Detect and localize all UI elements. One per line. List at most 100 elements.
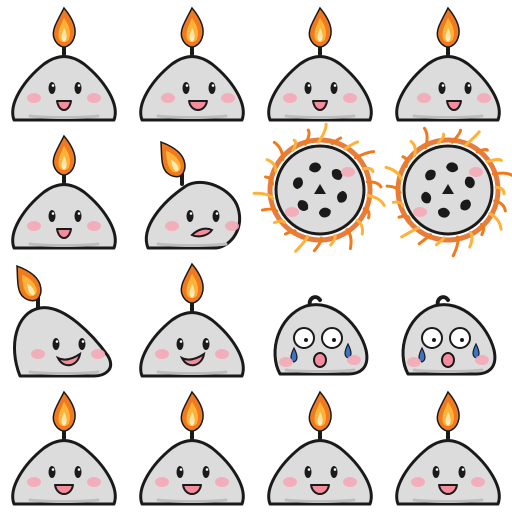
frame-r2c3 <box>252 122 386 253</box>
flame-icon <box>436 6 460 48</box>
center-mark <box>314 184 326 194</box>
eye-shine <box>81 340 85 343</box>
fire-streak <box>468 230 474 249</box>
blush <box>215 477 229 487</box>
fire-streak <box>284 229 297 236</box>
frame-r1c1 <box>11 6 117 122</box>
eye-shine <box>215 212 219 215</box>
fire-streak <box>493 199 507 213</box>
blush <box>279 357 293 367</box>
candle-body <box>139 55 245 122</box>
blush <box>27 93 41 103</box>
eye <box>74 82 82 94</box>
candle-body <box>139 311 245 378</box>
eye-shine <box>205 468 209 471</box>
mouth <box>313 352 327 368</box>
fire-streak <box>265 158 278 173</box>
mouth <box>438 484 458 495</box>
blush <box>469 167 483 177</box>
eye-shine <box>77 84 81 87</box>
blush <box>91 349 105 359</box>
fire-streak <box>397 214 411 220</box>
motion-eye <box>318 207 331 218</box>
flame-icon <box>16 264 42 302</box>
mouth <box>310 484 330 495</box>
fire-streak <box>491 171 512 177</box>
candle-body <box>11 183 117 250</box>
motion-eye <box>464 176 475 189</box>
fire-streak <box>303 128 311 146</box>
candle-body <box>401 303 497 376</box>
mouth <box>188 100 208 111</box>
fire-streak <box>435 236 446 247</box>
body-shading <box>412 498 484 503</box>
eye <box>421 327 443 349</box>
eye <box>438 82 446 94</box>
body-shading <box>284 368 356 373</box>
center-mark <box>442 184 454 194</box>
eye <box>52 338 60 350</box>
motion-eye <box>460 199 471 211</box>
eye <box>212 210 220 222</box>
fire-streak <box>422 126 429 150</box>
pupil <box>460 338 464 342</box>
fire-streak <box>400 226 421 239</box>
motion-eye <box>438 207 450 218</box>
fire-streak <box>401 155 409 168</box>
eye <box>202 338 210 350</box>
body-shading <box>28 498 100 503</box>
frame-r4c2 <box>139 390 245 506</box>
frame-r2c4 <box>384 126 512 258</box>
blush <box>87 221 101 231</box>
eye <box>78 338 86 350</box>
mouth <box>179 351 206 367</box>
fire-streak <box>260 207 279 213</box>
eye-shine <box>179 468 183 471</box>
eye-shine <box>467 84 471 87</box>
fire-streak <box>437 132 446 145</box>
blush <box>27 221 41 231</box>
mouth <box>190 227 214 238</box>
eye <box>176 338 184 350</box>
eye-shine <box>333 468 337 471</box>
eye-shine <box>307 84 311 87</box>
fire-streak <box>355 218 364 236</box>
eye-shine <box>51 468 55 471</box>
eye <box>458 466 466 478</box>
flame-icon <box>436 390 460 432</box>
mouth <box>182 484 202 495</box>
flame-icon <box>180 262 204 304</box>
frame-r3c4 <box>401 295 497 376</box>
eye-shine <box>185 84 189 87</box>
fire-streak <box>384 165 403 181</box>
candle-body <box>267 439 373 506</box>
motion-eye <box>425 169 436 181</box>
mouth <box>56 100 72 111</box>
fire-streak <box>353 150 376 160</box>
eye <box>186 210 194 222</box>
candle-body <box>12 306 113 378</box>
mouth <box>56 228 72 239</box>
body-shading <box>156 498 228 503</box>
fire-streak <box>264 175 274 186</box>
frame-r3c2 <box>139 262 245 378</box>
frame-r4c1 <box>11 390 117 506</box>
blush <box>155 477 169 487</box>
fire-streak <box>366 194 386 207</box>
blush <box>155 349 169 359</box>
candle-body <box>11 55 117 122</box>
mouth <box>55 351 82 367</box>
fire-streak <box>312 236 323 253</box>
blush <box>283 93 297 103</box>
fire-streak <box>252 191 275 200</box>
fire-streak <box>343 140 360 151</box>
blush <box>347 355 361 365</box>
eye <box>74 210 82 222</box>
body-shading <box>284 114 356 119</box>
mouth <box>441 352 455 368</box>
fire-streak <box>494 185 506 196</box>
frame-r3c1 <box>12 264 113 378</box>
flame-icon <box>52 390 76 432</box>
eye <box>321 327 343 349</box>
